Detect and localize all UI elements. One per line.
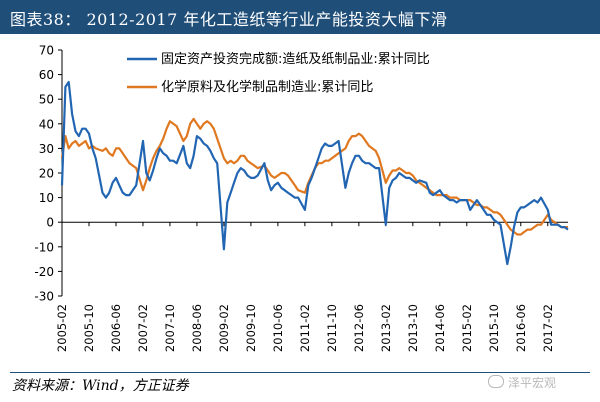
x-tick-label: 2015-02 — [460, 304, 474, 352]
y-tick-label: 30 — [39, 142, 54, 156]
x-tick-label: 2006-06 — [109, 304, 123, 352]
x-tick-label: 2008-06 — [190, 304, 204, 352]
title-bar: 图表38： 2012-2017 年化工造纸等行业产能投资大幅下滑 — [0, 0, 600, 34]
x-tick-label: 2016-06 — [514, 304, 528, 352]
x-tick-label: 2013-10 — [406, 304, 420, 352]
x-tick-label: 2012-06 — [352, 304, 366, 352]
y-tick-label: 20 — [39, 167, 54, 181]
y-tick-label: 40 — [39, 117, 54, 131]
x-tick-label: 2013-02 — [379, 304, 393, 352]
x-tick-label: 2007-02 — [136, 304, 150, 352]
x-tick-label: 2011-10 — [325, 304, 339, 352]
watermark: 泽平宏观 — [488, 374, 556, 391]
y-tick-label: -30 — [34, 290, 54, 304]
y-tick-label: 70 — [39, 44, 54, 58]
wechat-icon — [488, 375, 504, 388]
x-tick-label: 2005-02 — [55, 304, 69, 352]
x-axis: 2005-02 2005-10 2006-06 2007-02 2007-10 2008-… — [55, 221, 568, 352]
x-tick-label: 2005-10 — [82, 304, 96, 352]
x-tick-label: 2007-10 — [163, 304, 177, 352]
y-tick-label: 0 — [46, 216, 54, 230]
source-note: 资料来源：Wind，方正证券 — [12, 378, 189, 394]
series-layer — [60, 80, 569, 266]
series-line-1 — [60, 80, 569, 266]
x-tick-label: 2015-10 — [487, 304, 501, 352]
legend-label-2: 化学原料及化学制品制造业:累计同比 — [161, 79, 373, 95]
x-tick-label: 2017-02 — [541, 304, 555, 352]
chart-title: 图表38： 2012-2017 年化工造纸等行业产能投资大幅下滑 — [10, 10, 448, 29]
legend-label-1: 固定资产投资完成额:造纸及纸制品业:累计同比 — [161, 51, 430, 67]
x-tick-label: 2014-06 — [433, 304, 447, 352]
watermark-text: 泽平宏观 — [508, 376, 557, 390]
y-tick-label: 10 — [39, 191, 54, 205]
y-tick-label: -10 — [34, 240, 54, 254]
y-tick-label: -20 — [34, 265, 54, 279]
x-tick-label: 2009-10 — [244, 304, 258, 352]
x-tick-label: 2011-02 — [298, 304, 312, 352]
y-tick-label: 50 — [39, 93, 54, 107]
source-divider — [10, 372, 590, 373]
y-axis: -30 -20 -10 0 10 20 30 40 50 60 70 — [34, 44, 63, 304]
x-tick-label: 2009-02 — [217, 304, 231, 352]
y-tick-label: 60 — [39, 68, 54, 82]
x-tick-label: 2010-06 — [271, 304, 285, 352]
